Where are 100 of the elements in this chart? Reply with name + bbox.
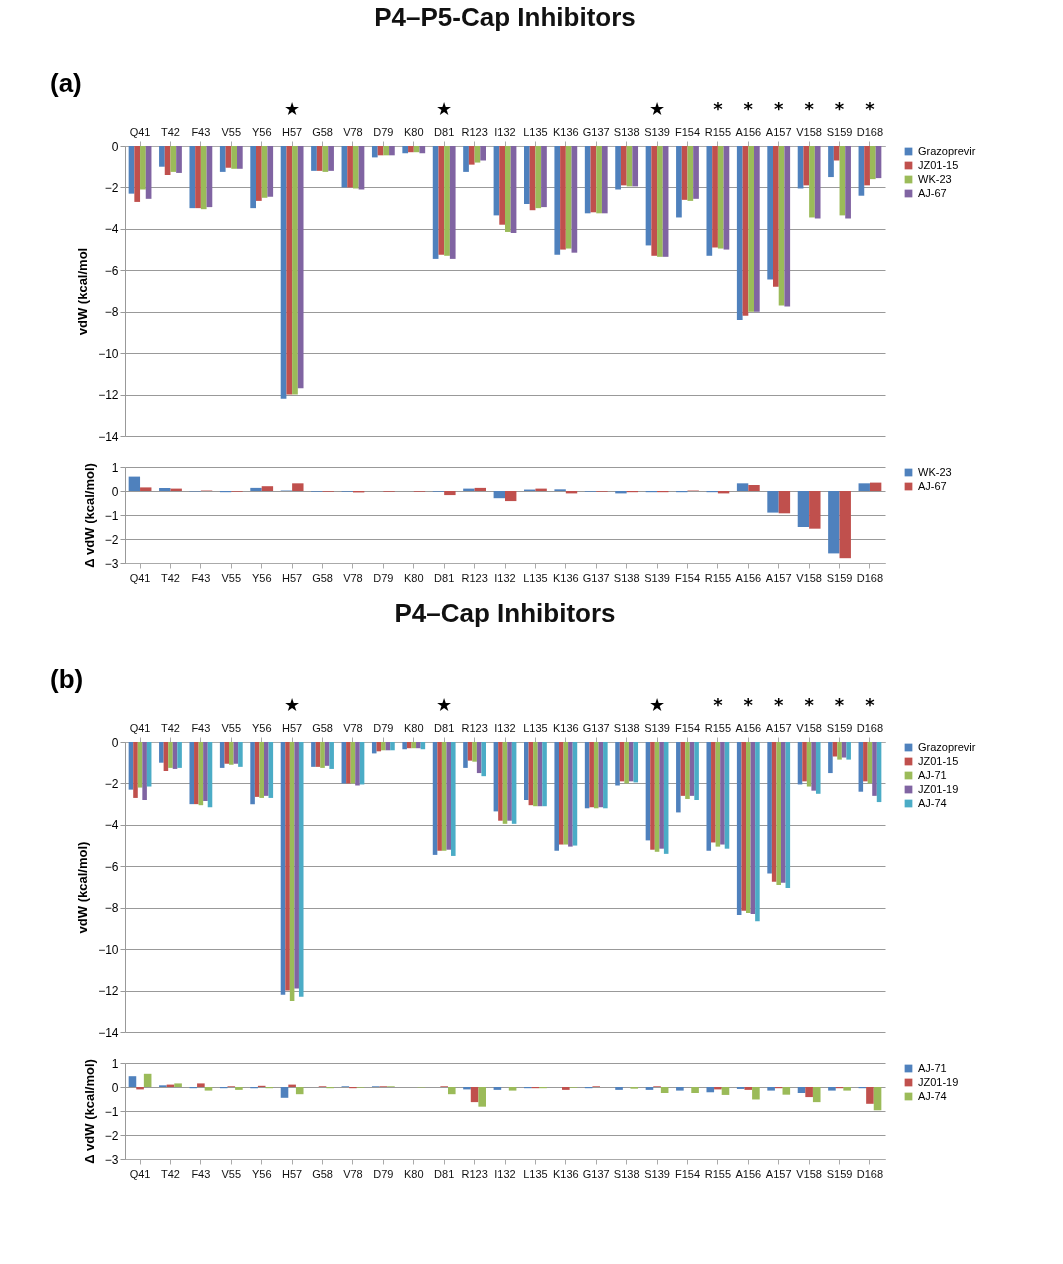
bar — [782, 1087, 791, 1095]
x-tick-label: Y56 — [251, 721, 272, 734]
legend-label: Grazoprevir — [918, 144, 976, 157]
x-tick-label: F43 — [191, 571, 211, 584]
x-tick-label: S138 — [613, 1167, 640, 1180]
legend-label: Grazoprevir — [918, 740, 976, 753]
y-tick-label: −3 — [104, 556, 119, 571]
y-axis-title: vdW (kcal/mol) — [75, 841, 91, 934]
bar — [645, 1087, 654, 1090]
bar — [493, 1087, 502, 1090]
annotation: * — [834, 98, 845, 119]
x-tick-label: G137 — [582, 721, 610, 734]
x-tick-label: A157 — [765, 571, 792, 584]
x-tick-label: G58 — [312, 1167, 333, 1180]
y-tick-label: −1 — [104, 508, 119, 523]
x-tick-label: G137 — [582, 125, 610, 138]
x-tick-label: G58 — [312, 571, 333, 584]
bar — [778, 491, 791, 514]
x-tick-label: V78 — [343, 1167, 363, 1180]
annotation: * — [865, 694, 876, 715]
y-axis-title: Δ vdW (kcal/mol) — [81, 463, 97, 568]
x-tick-label: L135 — [523, 721, 548, 734]
bar — [767, 491, 779, 513]
bar — [197, 1083, 205, 1087]
x-tick-label: H57 — [282, 1167, 303, 1180]
x-tick-label: H57 — [282, 721, 303, 734]
bar — [143, 1073, 152, 1087]
bar — [767, 1087, 775, 1091]
x-tick-label: D168 — [856, 125, 884, 138]
annotation: ★ — [648, 98, 666, 119]
x-tick-label: G58 — [312, 721, 333, 734]
x-tick-label: S139 — [644, 1167, 670, 1180]
x-tick-label: D79 — [373, 1167, 394, 1180]
y-tick-label: −14 — [98, 1025, 119, 1040]
x-tick-label: H57 — [282, 571, 303, 584]
x-tick-label: Y56 — [251, 125, 272, 138]
bar — [873, 1087, 882, 1111]
y-tick-label: −8 — [104, 305, 119, 320]
x-tick-label: A157 — [765, 125, 792, 138]
x-tick-label: T42 — [160, 721, 180, 734]
annotation: ★ — [284, 98, 301, 119]
annotation: ★ — [436, 694, 453, 715]
x-tick-label: K80 — [403, 571, 424, 584]
x-tick-label: R155 — [704, 125, 732, 138]
x-tick-label: G137 — [582, 1167, 610, 1180]
x-tick-label: L135 — [523, 125, 548, 138]
x-tick-label: T42 — [160, 125, 180, 138]
x-tick-label: D79 — [373, 721, 394, 734]
bar — [828, 1087, 836, 1091]
x-tick-label: S159 — [826, 1167, 853, 1180]
bar — [204, 1087, 213, 1091]
y-tick-label: −2 — [104, 180, 119, 195]
x-tick-label: V158 — [796, 125, 822, 138]
bar — [676, 1087, 684, 1091]
annotation: * — [713, 98, 724, 119]
bar — [261, 486, 274, 491]
x-tick-label: S139 — [644, 125, 670, 138]
x-tick-label: V55 — [221, 125, 242, 138]
x-tick-label: I132 — [494, 721, 516, 734]
x-tick-label: A157 — [765, 721, 792, 734]
bar — [748, 485, 760, 491]
bar — [843, 1087, 851, 1091]
annotation: ★ — [284, 694, 301, 715]
bar — [797, 491, 810, 527]
bar — [159, 487, 171, 491]
x-tick-label: D81 — [434, 125, 455, 138]
x-tick-label: D168 — [856, 721, 884, 734]
y-tick-label: 1 — [111, 1056, 119, 1071]
annotation: * — [713, 694, 724, 715]
bar — [292, 483, 304, 491]
y-tick-label: −10 — [98, 942, 119, 957]
x-tick-label: I132 — [494, 125, 516, 138]
x-tick-label: S159 — [826, 571, 853, 584]
x-tick-label: I132 — [494, 1167, 516, 1180]
y-tick-label: 0 — [111, 735, 119, 750]
x-tick-label: F154 — [674, 721, 701, 734]
x-tick-label: I132 — [494, 571, 516, 584]
bar — [736, 483, 749, 491]
y-tick-label: −6 — [104, 263, 119, 278]
annotation: * — [834, 694, 845, 715]
x-tick-label: L135 — [523, 571, 548, 584]
x-tick-label: K136 — [552, 721, 579, 734]
text: (a) — [50, 68, 82, 98]
bar — [444, 491, 456, 496]
x-tick-label: G58 — [312, 125, 333, 138]
y-tick-label: −4 — [104, 222, 119, 237]
legend-label: JZ01-15 — [918, 754, 959, 767]
bar — [869, 482, 882, 491]
annotation: * — [804, 98, 815, 119]
x-tick-label: D168 — [856, 1167, 884, 1180]
x-tick-label: K80 — [403, 721, 424, 734]
annotation: ★ — [648, 694, 666, 715]
annotation: ★ — [436, 98, 453, 119]
legend-label: AJ-74 — [918, 796, 947, 809]
legend-label: AJ-67 — [918, 186, 947, 199]
x-tick-label: V78 — [343, 721, 363, 734]
bar — [805, 1087, 813, 1098]
bar — [174, 1083, 182, 1087]
bar — [721, 1087, 730, 1095]
x-tick-label: V78 — [343, 571, 363, 584]
